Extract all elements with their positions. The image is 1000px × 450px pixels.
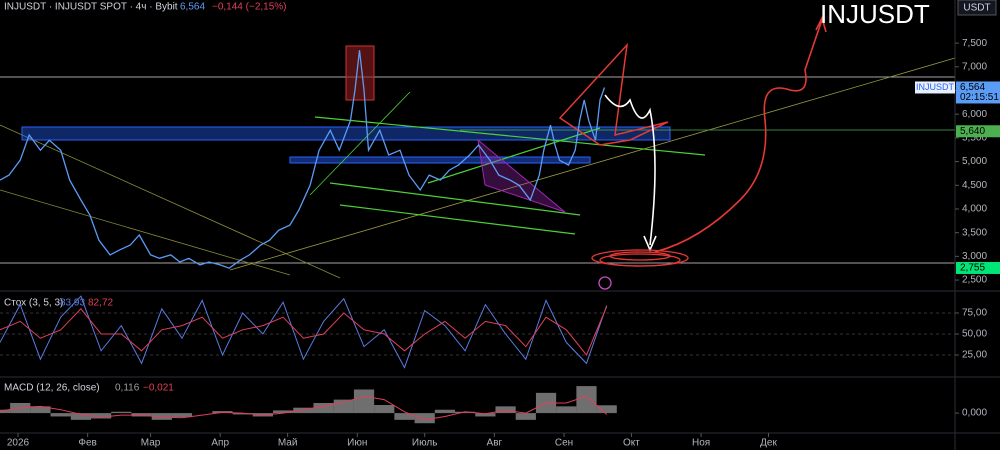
price-label: 2,755	[960, 263, 985, 274]
y-tick-label: 3,000	[962, 251, 987, 262]
series-value: −0,021	[143, 383, 174, 394]
y-tick-label: 7,500	[962, 38, 987, 49]
macd-bar	[30, 406, 51, 414]
macd-bar	[70, 413, 92, 420]
red-drawing	[609, 251, 671, 261]
channel-line	[329, 182, 581, 216]
x-tick-label: Июль	[412, 438, 438, 449]
macd-bar	[495, 406, 516, 414]
y-tick-label: 50,00	[962, 329, 987, 340]
annotation: INJUSDT	[820, 0, 930, 29]
currency-box[interactable]	[957, 0, 997, 16]
macd-bar	[50, 413, 71, 417]
macd-bar	[91, 413, 112, 419]
macd-bar	[374, 405, 395, 414]
macd-bar	[353, 389, 375, 414]
macd-bar	[0, 409, 11, 414]
symbol-label: INJUSDT	[916, 82, 955, 92]
x-tick-label: Сен	[555, 438, 573, 449]
zone	[289, 156, 591, 164]
x-tick-label: Мар	[141, 438, 161, 449]
y-tick-label: 7,000	[962, 61, 987, 72]
indicator-title: MACD (12, 26, close)	[4, 383, 100, 394]
y-tick-label: 3,500	[962, 227, 987, 238]
y-tick-label: 4,500	[962, 180, 987, 191]
series-value: 0,116	[115, 383, 140, 394]
stoch-line	[0, 295, 608, 369]
x-tick-label: Авг	[487, 438, 503, 449]
channel-line	[427, 127, 601, 184]
series-value: 82,72	[88, 298, 113, 309]
y-tick-label: 4,000	[962, 204, 987, 215]
trend-line	[229, 57, 956, 271]
y-tick-label: 6,000	[962, 109, 987, 120]
x-tick-label: Ноя	[692, 438, 710, 449]
price-line	[0, 50, 606, 269]
macd-bar	[596, 405, 617, 414]
event-icon	[598, 276, 612, 290]
price-change: −0,144 (−2,15%)	[212, 2, 287, 13]
macd-bar	[515, 413, 536, 420]
y-tick-label: 75,00	[962, 308, 987, 319]
macd-bar	[556, 406, 577, 414]
symbol-label-box	[915, 81, 955, 94]
y-tick-label: 25,00	[962, 350, 987, 361]
indicator-title: Стох (3, 5, 3)	[4, 298, 63, 309]
x-tick-label: Июн	[347, 438, 367, 449]
price-timer: 02:15:51	[960, 92, 999, 103]
y-tick-label: 5,000	[962, 156, 987, 167]
red-drawing	[654, 15, 827, 253]
price-label: 6,564	[960, 82, 985, 93]
macd-bar	[414, 413, 435, 424]
macd-bar	[111, 411, 132, 414]
trend-line	[0, 124, 341, 279]
x-tick-label: Фев	[78, 438, 96, 449]
channel-line	[339, 204, 576, 235]
x-tick-label: Май	[278, 438, 298, 449]
macd-bar	[171, 413, 193, 418]
stoch-line	[0, 306, 608, 356]
currency[interactable]: USDT	[963, 3, 990, 14]
macd-bar	[434, 409, 456, 414]
x-tick-label: Дек	[760, 438, 777, 449]
macd-bar	[313, 402, 334, 414]
macd-bar	[455, 411, 476, 414]
chart-title: INJUSDT · INJUSDT SPOT · 4ч · Bybit	[4, 2, 178, 13]
signal-line	[0, 395, 608, 421]
last-price: 6,564	[180, 2, 205, 13]
y-tick-label: 0,000	[962, 408, 987, 419]
red-drawing	[599, 253, 681, 267]
macd-bar	[394, 413, 415, 420]
macd-bar	[232, 413, 253, 415]
y-tick-label: 2,500	[962, 275, 987, 286]
channel-line	[309, 91, 411, 196]
y-tick-label: 5,500	[962, 133, 987, 144]
x-tick-label: Окт	[623, 438, 640, 449]
series-value: 83,93	[60, 298, 85, 309]
price-label: 5,640	[960, 126, 985, 137]
macd-bar	[333, 399, 354, 414]
price-label-box	[956, 125, 1000, 138]
x-tick-label: 2026	[7, 438, 30, 449]
macd-bar	[576, 386, 597, 414]
macd-bar	[293, 407, 314, 414]
macd-bar	[151, 413, 172, 420]
macd-bar	[475, 413, 496, 417]
triangle	[477, 138, 566, 213]
red-drawing	[558, 42, 669, 146]
trend-line	[0, 189, 291, 276]
price-label-box	[956, 81, 1000, 104]
x-tick-label: Апр	[211, 438, 229, 449]
macd-bar	[273, 410, 294, 414]
price-label-box	[956, 261, 1000, 274]
